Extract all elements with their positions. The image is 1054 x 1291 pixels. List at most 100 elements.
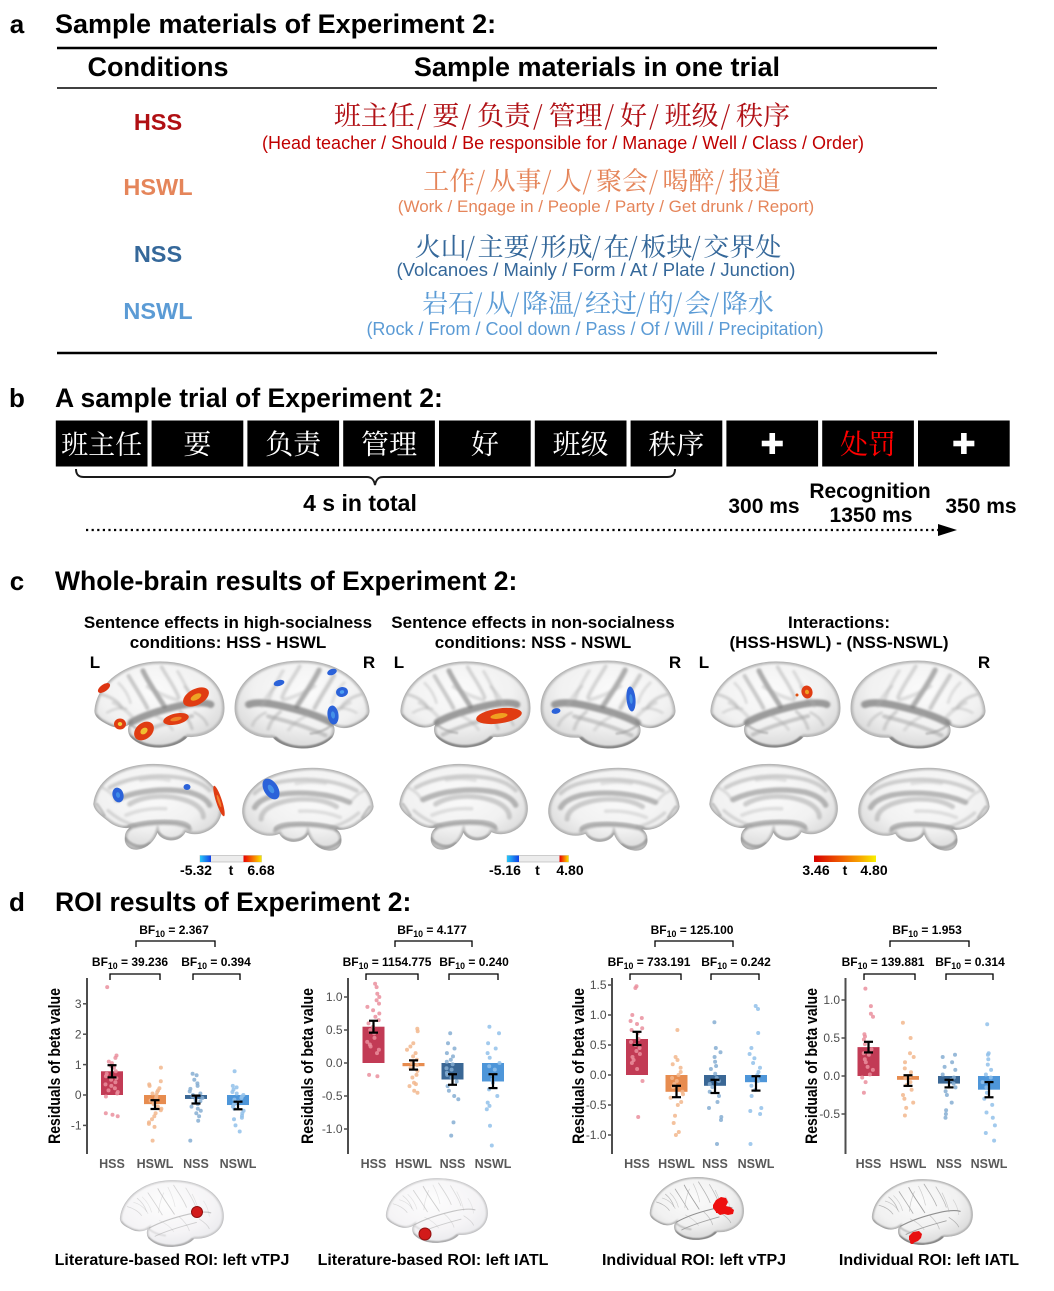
svg-text:-1.0: -1.0	[322, 1122, 343, 1136]
svg-text:3.46: 3.46	[802, 862, 829, 878]
svg-text:-0.5: -0.5	[819, 1107, 840, 1121]
svg-text:NSS: NSS	[134, 241, 182, 267]
svg-text:R: R	[363, 653, 375, 672]
svg-text:(Volcanoes / Mainly / Form: (Volcanoes / Mainly / Form / At / Plate …	[397, 259, 796, 280]
svg-text:NSWL: NSWL	[123, 298, 192, 324]
svg-text:HSS: HSS	[624, 1157, 650, 1171]
svg-text:NSWL: NSWL	[738, 1157, 775, 1171]
svg-text:Residuals of beta value: Residuals of beta value	[46, 988, 64, 1144]
svg-text:Residuals of beta value: Residuals of beta value	[803, 988, 821, 1144]
svg-text:BF10 = 125.100: BF10 = 125.100	[651, 923, 734, 939]
svg-text:t: t	[229, 862, 234, 878]
svg-text:d: d	[9, 887, 25, 917]
svg-text:0.5: 0.5	[590, 1038, 607, 1052]
svg-text:Individual ROI: left vTPJ: Individual ROI: left vTPJ	[602, 1252, 786, 1269]
svg-text:(Work / Engage in / People /: (Work / Engage in / People / Party / Get…	[398, 197, 814, 216]
svg-text:-0.5: -0.5	[322, 1089, 343, 1103]
svg-text:0.0: 0.0	[326, 1056, 343, 1070]
svg-text:4.80: 4.80	[860, 862, 887, 878]
svg-text:HSWL: HSWL	[395, 1157, 432, 1171]
svg-text:300 ms: 300 ms	[728, 495, 799, 518]
svg-text:0.0: 0.0	[823, 1069, 840, 1083]
svg-text:NSWL: NSWL	[971, 1157, 1008, 1171]
svg-text:conditions: HSS - HSWL: conditions: HSS - HSWL	[130, 633, 326, 652]
svg-text:1.0: 1.0	[326, 990, 343, 1004]
svg-text:HSWL: HSWL	[890, 1157, 927, 1171]
svg-text:Sentence effects in high-socia: Sentence effects in high-socialness	[84, 613, 372, 632]
svg-text:NSS: NSS	[936, 1157, 962, 1171]
svg-text:HSS: HSS	[134, 109, 182, 135]
svg-text:L: L	[90, 653, 100, 672]
svg-text:0.5: 0.5	[326, 1023, 343, 1037]
svg-text:L: L	[394, 653, 404, 672]
svg-text:a: a	[10, 9, 25, 39]
svg-text:(HSS-HSWL) - (NSS-NSWL): (HSS-HSWL) - (NSS-NSWL)	[729, 633, 948, 652]
svg-text:Sentence effects in non-social: Sentence effects in non-socialness	[391, 613, 674, 632]
svg-text:1.5: 1.5	[590, 978, 607, 992]
svg-text:0.0: 0.0	[590, 1068, 607, 1082]
svg-text:(Rock / From / Cool down / Pa: (Rock / From / Cool down / Pass / Of / W…	[366, 319, 823, 339]
svg-text:A sample trial of Experiment 2: A sample trial of Experiment 2:	[55, 383, 443, 413]
svg-text:BF10 = 1154.775: BF10 = 1154.775	[343, 955, 432, 971]
svg-text:L: L	[699, 653, 709, 672]
svg-text:NSWL: NSWL	[220, 1157, 257, 1171]
svg-text:BF10 = 733.191: BF10 = 733.191	[608, 955, 691, 971]
svg-text:3: 3	[75, 997, 82, 1011]
svg-text:1.0: 1.0	[590, 1008, 607, 1022]
svg-text:Literature-based ROI: left IAT: Literature-based ROI: left IATL	[318, 1252, 549, 1269]
svg-text:HSWL: HSWL	[658, 1157, 695, 1171]
svg-text:Conditions: Conditions	[88, 52, 229, 82]
svg-text:350 ms: 350 ms	[945, 495, 1016, 518]
svg-text:Sample materials in one trial: Sample materials in one trial	[414, 52, 780, 82]
svg-text:Residuals of beta value: Residuals of beta value	[299, 988, 317, 1144]
svg-text:4 s in total: 4 s in total	[303, 490, 417, 516]
svg-text:R: R	[669, 653, 681, 672]
svg-text:HSS: HSS	[856, 1157, 882, 1171]
svg-text:(Head teacher / Should / Be re: (Head teacher / Should / Be responsible …	[262, 133, 864, 153]
svg-text:4.80: 4.80	[556, 862, 583, 878]
svg-text:Interactions:: Interactions:	[788, 613, 890, 632]
svg-text:b: b	[9, 383, 25, 413]
svg-text:Individual ROI: left IATL: Individual ROI: left IATL	[839, 1252, 1019, 1269]
svg-text:-1: -1	[71, 1119, 82, 1133]
svg-text:BF10 = 1.953: BF10 = 1.953	[892, 923, 962, 939]
svg-text:c: c	[10, 566, 24, 596]
svg-text:BF10 = 0.242: BF10 = 0.242	[701, 955, 771, 971]
svg-text:NSS: NSS	[183, 1157, 209, 1171]
svg-text:BF10 = 0.240: BF10 = 0.240	[439, 955, 509, 971]
svg-text:t: t	[535, 862, 540, 878]
svg-text:HSWL: HSWL	[137, 1157, 174, 1171]
svg-text:Whole-brain results of Experim: Whole-brain results of Experiment 2:	[55, 566, 517, 596]
svg-text:BF10 = 0.394: BF10 = 0.394	[181, 955, 251, 971]
svg-text:HSWL: HSWL	[123, 174, 192, 200]
svg-text:0: 0	[75, 1088, 82, 1102]
svg-text:-5.16: -5.16	[489, 862, 521, 878]
svg-text:1: 1	[75, 1058, 82, 1072]
svg-text:Sample materials of Experiment: Sample materials of Experiment 2:	[55, 9, 496, 39]
svg-text:0.5: 0.5	[823, 1031, 840, 1045]
svg-text:HSS: HSS	[99, 1157, 125, 1171]
svg-text:-0.5: -0.5	[586, 1098, 607, 1112]
svg-text:NSS: NSS	[702, 1157, 728, 1171]
svg-text:BF10 = 0.314: BF10 = 0.314	[935, 955, 1005, 971]
svg-text:BF10 = 39.236: BF10 = 39.236	[92, 955, 169, 971]
svg-text:BF10 = 2.367: BF10 = 2.367	[139, 923, 209, 939]
svg-text:BF10 = 139.881: BF10 = 139.881	[842, 955, 925, 971]
svg-text:NSS: NSS	[440, 1157, 466, 1171]
svg-text:-1.0: -1.0	[586, 1128, 607, 1142]
svg-text:t: t	[843, 862, 848, 878]
svg-text:NSWL: NSWL	[475, 1157, 512, 1171]
svg-text:Literature-based ROI: left vTP: Literature-based ROI: left vTPJ	[55, 1252, 290, 1269]
svg-text:Residuals of beta value: Residuals of beta value	[570, 988, 588, 1144]
svg-text:Recognition: Recognition	[809, 480, 930, 503]
svg-text:2: 2	[75, 1027, 82, 1041]
svg-text:HSS: HSS	[361, 1157, 387, 1171]
svg-text:R: R	[978, 653, 990, 672]
svg-text:1350 ms: 1350 ms	[830, 504, 913, 527]
svg-text:-5.32: -5.32	[180, 862, 212, 878]
svg-text:6.68: 6.68	[247, 862, 274, 878]
svg-text:conditions: NSS - NSWL: conditions: NSS - NSWL	[435, 633, 631, 652]
svg-text:BF10 = 4.177: BF10 = 4.177	[397, 923, 467, 939]
svg-text:ROI results of Experiment 2:: ROI results of Experiment 2:	[55, 887, 411, 917]
svg-text:1.0: 1.0	[823, 993, 840, 1007]
